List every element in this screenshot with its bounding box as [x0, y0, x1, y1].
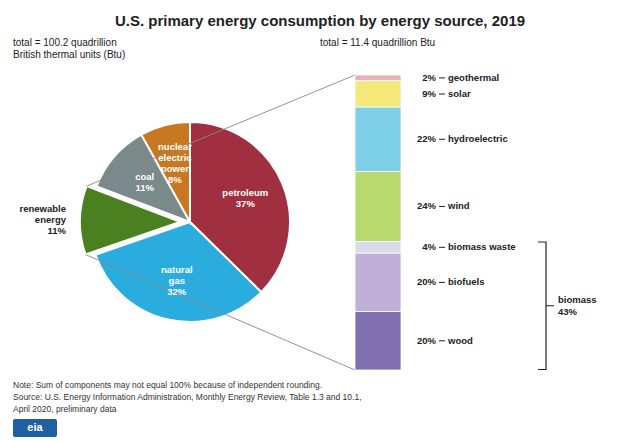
bar-segment: [355, 171, 401, 241]
logo-text: eia: [27, 421, 43, 433]
bar-segment: [355, 75, 401, 81]
segment-value-label: 20%: [417, 334, 437, 345]
note: April 2020, preliminary data: [13, 404, 117, 414]
bar-labels: 2% geothermal 9% solar 22% hydroelectric 24% wi…: [417, 71, 516, 345]
label-leader: [439, 77, 445, 78]
segment-label: hydroelectric: [448, 133, 508, 144]
bar: [355, 75, 401, 370]
segment-value-label: 9%: [422, 88, 436, 99]
subtitle: total = 100.2 quadrillionBritish thermal…: [13, 37, 125, 60]
slice-label: nuclearelectricpower: [158, 141, 192, 174]
bracket: [538, 242, 554, 370]
pie-labels: petroleum37% naturalgas32% renewableenergy…: [20, 141, 269, 296]
label-leader: [439, 340, 445, 341]
bar-segment: [355, 253, 401, 311]
connector-line: [87, 75, 355, 186]
slice-label: naturalgas: [161, 263, 193, 285]
segment-label: biomass waste: [448, 241, 516, 252]
label-leader: [439, 282, 445, 283]
slice-value-label: 32%: [167, 285, 187, 296]
segment-label: wood: [447, 334, 473, 345]
segment-label: geothermal: [448, 71, 499, 82]
slice-label: petroleum: [222, 187, 268, 198]
segment-value-label: 22%: [417, 133, 437, 144]
segment-label: biofuels: [448, 276, 484, 287]
note: Note: Sum of components may not equal 10…: [13, 380, 322, 390]
segment-value-label: 2%: [422, 71, 436, 82]
segment-value-label: 24%: [417, 200, 437, 211]
slice-label: renewableenergy: [20, 202, 67, 224]
slice-value-label: 8%: [168, 174, 182, 185]
pie: [80, 122, 290, 322]
logo-box: [13, 419, 57, 437]
label-leader: [439, 93, 445, 94]
note: Source: U.S. Energy Information Administ…: [13, 392, 362, 402]
slice-value-label: 37%: [236, 198, 256, 209]
slice-value-label: 11%: [135, 182, 154, 193]
connector-line: [86, 255, 355, 370]
slice-label: coal: [135, 171, 154, 182]
bar-segment: [355, 81, 401, 107]
label-leader: [439, 206, 445, 207]
bar-segment: [355, 312, 401, 370]
connectors: [86, 75, 355, 370]
subtitle: total = 11.4 quadrillion Btu: [320, 37, 435, 48]
segment-label: solar: [448, 88, 471, 99]
bar-segment: [355, 241, 401, 253]
label-leader: [439, 139, 445, 140]
bracket-label: biomass43%: [558, 293, 597, 316]
segment-value-label: 4%: [422, 241, 436, 252]
chart: U.S. primary energy consumption by energ…: [0, 0, 640, 441]
segment-value-label: 20%: [417, 276, 437, 287]
label-leader: [439, 247, 445, 248]
segment-label: wind: [447, 200, 470, 211]
slice-value-label: 11%: [48, 224, 67, 235]
bar-segment: [355, 107, 401, 171]
title: U.S. primary energy consumption by energ…: [115, 12, 525, 29]
